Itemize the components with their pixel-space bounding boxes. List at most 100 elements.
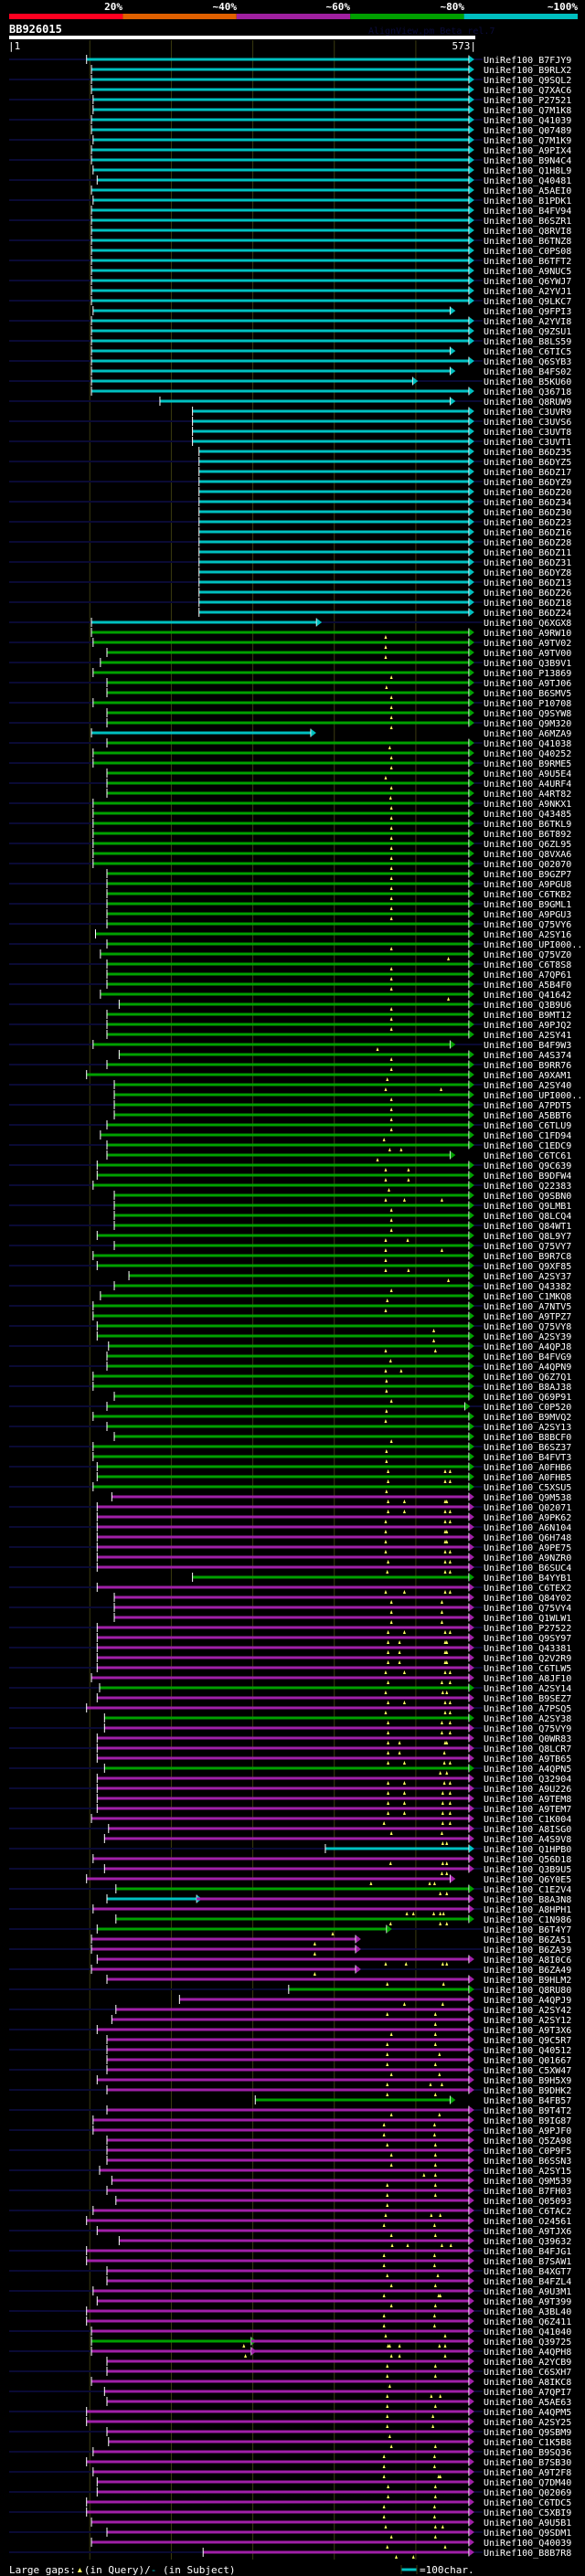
hit-row[interactable]: UniRef100_A6N104 xyxy=(9,1522,571,1533)
hit-row[interactable]: UniRef100_A8JF10 xyxy=(90,1673,571,1684)
hit-row[interactable]: UniRef100_C6SXH7 xyxy=(9,2367,571,2378)
hit-row[interactable]: UniRef100_B9N4C4 xyxy=(9,155,571,166)
hit-row[interactable]: UniRef100_C5XBI9 xyxy=(9,2507,571,2518)
hit-label[interactable]: UniRef100_A0FHB6 xyxy=(484,1463,571,1473)
hit-label[interactable]: UniRef100_Q01667 xyxy=(484,2056,571,2066)
hit-row[interactable]: UniRef100_Q1WLW1 xyxy=(113,1613,571,1624)
hit-row[interactable]: UniRef100_A7NTV5 xyxy=(9,1301,571,1312)
hit-row[interactable]: UniRef100_Q05093 xyxy=(115,2196,572,2207)
hit-label[interactable]: UniRef100_A9NUC5 xyxy=(484,267,571,277)
hit-label[interactable]: UniRef100_Q32904 xyxy=(484,1775,571,1785)
hit-label[interactable]: UniRef100_C1MKQ8 xyxy=(484,1292,571,1302)
hit-row[interactable]: UniRef100_Q75VY6 xyxy=(9,919,571,930)
hit-label[interactable]: UniRef100_B6DZ35 xyxy=(484,448,571,458)
hit-label[interactable]: UniRef100_A2SY37 xyxy=(484,1272,571,1282)
hit-label[interactable]: UniRef100_A9PJQ2 xyxy=(484,1021,571,1031)
hit-label[interactable]: UniRef100_Q9FPI3 xyxy=(484,307,571,317)
hit-row[interactable]: UniRef100_B9RME5 xyxy=(9,758,571,769)
hit-label[interactable]: UniRef100_Q5ZA98 xyxy=(484,2136,571,2147)
hit-label[interactable]: UniRef100_A9T399 xyxy=(484,2297,571,2307)
hit-row[interactable]: UniRef100_C6TIC5 xyxy=(90,346,571,357)
hit-label[interactable]: UniRef100_B4FB57 xyxy=(484,2096,571,2106)
hit-label[interactable]: UniRef100_Q6Y0E5 xyxy=(484,1875,571,1885)
hit-label[interactable]: UniRef100_Q3B9V1 xyxy=(484,659,571,669)
hit-label[interactable]: UniRef100_A9U226 xyxy=(484,1785,571,1795)
hit-label[interactable]: UniRef100_B7FJY9 xyxy=(484,56,571,66)
hit-label[interactable]: UniRef100_Q9ZSU1 xyxy=(484,327,571,337)
hit-row[interactable]: UniRef100_C0P9F5 xyxy=(9,2146,571,2157)
hit-label[interactable]: UniRef100_B6DZ30 xyxy=(484,508,571,518)
hit-row[interactable]: UniRef100_C0PS08 xyxy=(90,246,571,257)
hit-label[interactable]: UniRef100_B1PDK1 xyxy=(484,196,571,207)
hit-row[interactable]: UniRef100_C6TC61 xyxy=(106,1150,571,1161)
hit-row[interactable]: UniRef100_A2SY16 xyxy=(95,929,572,940)
hit-label[interactable]: UniRef100_B6DZ16 xyxy=(484,528,571,538)
hit-label[interactable]: UniRef100_A4QPH8 xyxy=(484,2348,571,2358)
hit-label[interactable]: UniRef100_C6TAC2 xyxy=(484,2207,571,2217)
hit-row[interactable]: UniRef100_B6T892 xyxy=(92,829,571,840)
hit-row[interactable]: UniRef100_A8IKC8 xyxy=(90,2377,571,2388)
hit-label[interactable]: UniRef100_Q07489 xyxy=(484,126,571,136)
hit-label[interactable]: UniRef100_A9U5B1 xyxy=(484,2518,571,2528)
hit-label[interactable]: UniRef100_Q9M320 xyxy=(484,719,571,729)
hit-label[interactable]: UniRef100_A9U5E4 xyxy=(484,769,571,779)
hit-row[interactable]: UniRef100_A4URF4 xyxy=(9,779,571,790)
hit-row[interactable]: UniRef100_A9U5B1 xyxy=(90,2518,571,2528)
hit-row[interactable]: UniRef100_Q6SYB3 xyxy=(9,356,571,367)
hit-row[interactable]: UniRef100_A0FHB6 xyxy=(9,1462,571,1473)
hit-label[interactable]: UniRef100_Q02070 xyxy=(484,860,571,870)
hit-row[interactable]: UniRef100_A7QP61 xyxy=(106,970,571,981)
hit-label[interactable]: UniRef100_Q7M1K9 xyxy=(484,136,571,146)
hit-row[interactable]: UniRef100_B4FVT3 xyxy=(92,1452,571,1463)
hit-label[interactable]: UniRef100_A8JF10 xyxy=(484,1674,571,1684)
hit-label[interactable]: UniRef100_Q9XF85 xyxy=(484,1262,571,1272)
hit-label[interactable]: UniRef100_A8IKC8 xyxy=(484,2378,571,2388)
hit-label[interactable]: UniRef100_B9DFW4 xyxy=(484,1171,571,1182)
hit-label[interactable]: UniRef100_B9N4C4 xyxy=(484,156,571,166)
hit-label[interactable]: UniRef100_A5AEI0 xyxy=(484,186,571,196)
hit-label[interactable]: UniRef100_B6DZ34 xyxy=(484,498,571,508)
hit-row[interactable]: UniRef100_A2SY40 xyxy=(9,1080,571,1091)
hit-row[interactable]: UniRef100_Q9SYW8 xyxy=(106,708,571,719)
hit-label[interactable]: UniRef100_C6TC61 xyxy=(484,1151,571,1161)
hit-row[interactable]: UniRef100_A9PJQ2 xyxy=(9,1020,571,1031)
hit-label[interactable]: UniRef100_Q43485 xyxy=(484,810,571,820)
hit-row[interactable]: UniRef100_Q43382 xyxy=(9,1281,571,1292)
hit-row[interactable]: UniRef100_B4FB57 xyxy=(254,2095,571,2106)
hit-label[interactable]: UniRef100_Q41642 xyxy=(484,991,571,1001)
hit-row[interactable]: UniRef100_B4FVG9 xyxy=(106,1352,571,1362)
hit-row[interactable]: UniRef100_B6DZ31 xyxy=(9,557,571,568)
hit-row[interactable]: UniRef100_A4QPH8 xyxy=(9,2347,571,2358)
hit-row[interactable]: UniRef100_Q9ZSU1 xyxy=(90,326,571,337)
hit-row[interactable]: UniRef100_B6DZ28 xyxy=(9,537,571,548)
hit-row[interactable]: UniRef100_A9T3X6 xyxy=(9,2025,571,2036)
hit-row[interactable]: UniRef100_Q7M1K8 xyxy=(92,105,571,116)
hit-label[interactable]: UniRef100_A7PDT5 xyxy=(484,1101,571,1111)
hit-row[interactable]: UniRef100_Q8LCR7 xyxy=(9,1744,571,1754)
hit-label[interactable]: UniRef100_B8LS59 xyxy=(484,337,571,347)
hit-label[interactable]: UniRef100_P10708 xyxy=(484,699,571,709)
hit-row[interactable]: UniRef100_Q8LCQ4 xyxy=(113,1211,571,1222)
hit-label[interactable]: UniRef100_Q9SQL2 xyxy=(484,76,571,86)
hit-row[interactable]: UniRef100_B4XGT7 xyxy=(9,2266,571,2277)
hit-row[interactable]: UniRef100_C1K5B8 xyxy=(108,2437,572,2448)
hit-row[interactable]: UniRef100_Q9C5R7 xyxy=(106,2035,571,2046)
hit-label[interactable]: UniRef100_B6DZ24 xyxy=(484,609,571,619)
hit-row[interactable]: UniRef100_Q02069 xyxy=(9,2487,571,2498)
hit-row[interactable]: UniRef100_Q6XGX8 xyxy=(9,618,571,629)
hit-row[interactable]: UniRef100_A3BL40 xyxy=(9,2306,571,2317)
hit-label[interactable]: UniRef100_Q22383 xyxy=(484,1182,571,1192)
hit-row[interactable]: UniRef100_A4QPJ9 xyxy=(178,1995,571,2006)
hit-label[interactable]: UniRef100_B6DZ26 xyxy=(484,588,571,599)
hit-label[interactable]: UniRef100_A6MZA9 xyxy=(484,729,571,739)
hit-label[interactable]: UniRef100_UPI000.. xyxy=(484,940,582,950)
hit-label[interactable]: UniRef100_B4FS02 xyxy=(484,367,571,377)
hit-label[interactable]: UniRef100_A3BL40 xyxy=(484,2307,571,2317)
hit-label[interactable]: UniRef100_C1N986 xyxy=(484,1915,571,1925)
hit-label[interactable]: UniRef100_Q9C639 xyxy=(484,1161,571,1171)
hit-row[interactable]: UniRef100_B6DYZ5 xyxy=(9,457,571,468)
hit-label[interactable]: UniRef100_C3UVR9 xyxy=(484,408,571,418)
hit-row[interactable]: UniRef100_A9TEM7 xyxy=(9,1804,571,1815)
hit-row[interactable]: UniRef100_Q02071 xyxy=(9,1502,571,1513)
hit-row[interactable]: UniRef100_B1PDK1 xyxy=(9,196,571,207)
